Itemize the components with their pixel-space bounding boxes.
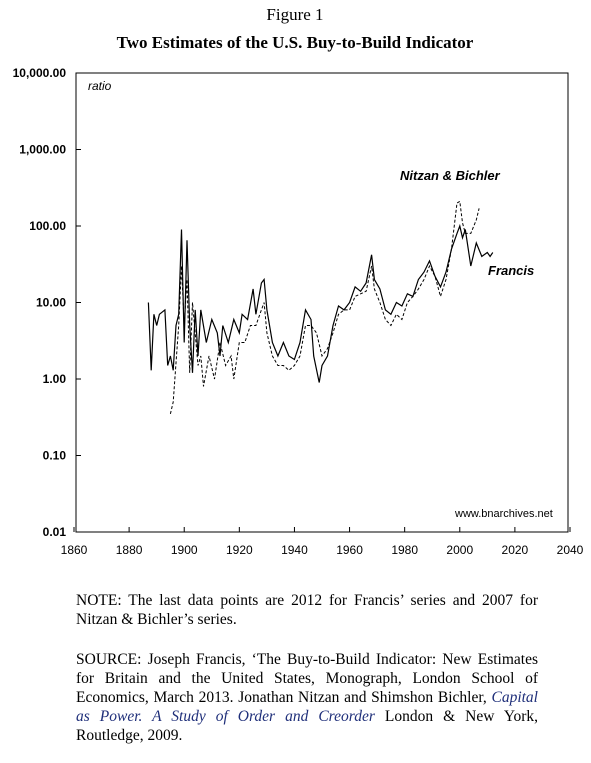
y-tick-label: 100.00 — [29, 219, 66, 233]
source: SOURCE: Joseph Francis, ‘The Buy-to-Buil… — [76, 650, 538, 745]
y-tick-label: 0.10 — [43, 449, 67, 463]
y-tick-label: 0.01 — [43, 525, 67, 539]
series-line — [147, 223, 494, 383]
x-tick-label: 1920 — [226, 543, 253, 557]
y-axis-label: ratio — [88, 79, 112, 93]
plot-frame — [75, 72, 569, 533]
x-tick-label: 1940 — [281, 543, 308, 557]
series-line — [169, 200, 480, 415]
x-tick-label: 1900 — [171, 543, 198, 557]
chart: Figure 1 Two Estimates of the U.S. Buy-t… — [13, 5, 584, 557]
y-tick-label: 1.00 — [43, 372, 67, 386]
y-tick-label: 1,000.00 — [19, 143, 66, 157]
legend-label: Nitzan & Bichler — [400, 168, 501, 183]
legend-label: Francis — [488, 263, 534, 278]
note: NOTE: The last data points are 2012 for … — [76, 592, 538, 628]
source-text: SOURCE: Joseph Francis, ‘The Buy-to-Buil… — [76, 651, 538, 706]
source-label: www.bnarchives.net — [454, 508, 553, 520]
chart-title: Two Estimates of the U.S. Buy-to-Build I… — [117, 33, 474, 52]
figure-label: Figure 1 — [266, 5, 323, 24]
source-end: London & New York, Routledge, 2009. — [76, 708, 538, 744]
x-tick-label: 1880 — [116, 543, 143, 557]
source-book: Capital as Power. A Study of Order and C… — [76, 689, 538, 725]
x-tick-label: 2020 — [502, 543, 529, 557]
x-tick-label: 2000 — [446, 543, 473, 557]
x-tick-label: 1860 — [61, 543, 88, 557]
x-tick-label: 1960 — [336, 543, 363, 557]
x-tick-label: 2040 — [557, 543, 584, 557]
y-tick-label: 10.00 — [36, 296, 66, 310]
x-tick-label: 1980 — [391, 543, 418, 557]
y-tick-label: 10,000.00 — [13, 66, 67, 80]
